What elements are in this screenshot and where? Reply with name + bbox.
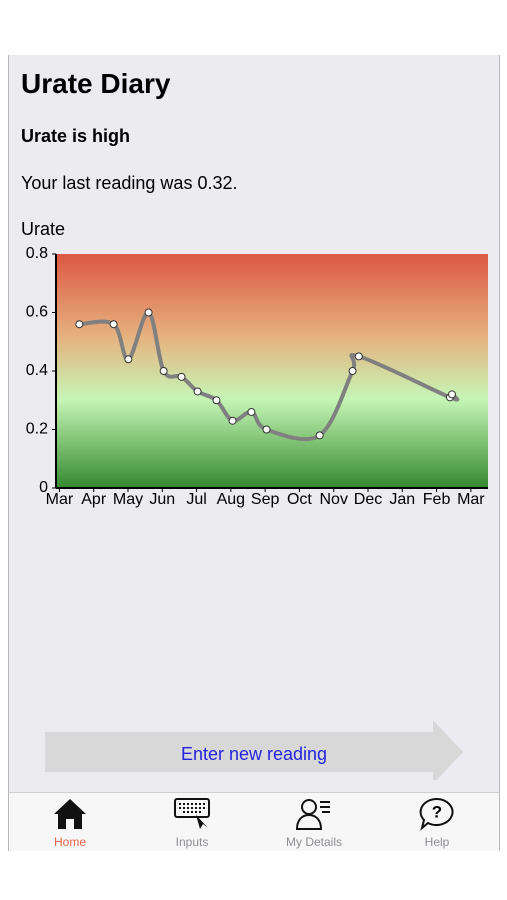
x-tick-label: Oct: [287, 491, 312, 508]
y-tick-label: 0.4: [26, 362, 48, 379]
status: Urate is high: [21, 126, 131, 146]
y-tick-label: 0.2: [26, 421, 48, 438]
tab-inputs[interactable]: Inputs: [142, 793, 242, 851]
point: [448, 390, 456, 399]
tab-details[interactable]: My Details: [264, 793, 364, 851]
plot-background: [56, 254, 488, 488]
svg-text:?: ?: [432, 802, 442, 821]
x-tick-label: Jan: [389, 491, 415, 508]
x-tick-label: Mar: [457, 491, 485, 508]
point: [228, 416, 237, 425]
point: [177, 372, 186, 381]
button-label[interactable]: Enter new reading: [181, 744, 327, 764]
x-tick-label: Nov: [319, 491, 347, 508]
point: [144, 308, 153, 317]
tab-home[interactable]: Home: [20, 793, 120, 851]
y-tick-label: 0.8: [26, 245, 48, 262]
keyboard-icon: [174, 798, 210, 829]
x-tick-label: Apr: [81, 491, 107, 508]
line: [79, 310, 460, 442]
point: [315, 431, 324, 440]
last-reading: Your last reading was 0.32.: [21, 173, 238, 193]
x-tick-label: Sep: [251, 491, 280, 508]
point: [109, 320, 118, 329]
chart: Urate 0 0.2 0.4 0.6 0.8 Mar Apr May Jun Jul Aug Sep…: [21, 219, 488, 508]
y-tick-label: 0: [39, 479, 48, 496]
home-icon: [54, 799, 86, 829]
point: [75, 320, 84, 329]
enter-reading-button[interactable]: Enter new reading: [45, 720, 475, 780]
y-tick-label: 0.6: [26, 304, 48, 321]
help-icon: ?: [419, 797, 454, 831]
point: [247, 407, 256, 416]
point: [212, 396, 221, 405]
x-tick-label: Feb: [423, 491, 451, 508]
point: [348, 367, 357, 375]
x-tick-label: May: [113, 491, 143, 508]
x-tick-label: Aug: [217, 491, 245, 508]
y-axis-label: Urate: [21, 219, 65, 239]
tab-label[interactable]: Inputs: [175, 835, 209, 849]
tab-label[interactable]: Help: [424, 835, 450, 849]
point: [159, 367, 168, 375]
app-screen: Urate Diary Urate is high Your last read…: [8, 55, 500, 851]
tab-label[interactable]: Home: [53, 835, 86, 849]
tab-help[interactable]: ? Help: [387, 793, 487, 851]
point: [354, 352, 363, 361]
point: [193, 387, 202, 396]
title: Urate Diary: [21, 68, 171, 99]
x-tick-label: Jun: [149, 491, 175, 508]
tab-bar: Home Inputs My Details ? Help: [9, 792, 499, 851]
x-tick-label: Mar: [46, 491, 74, 508]
tab-label[interactable]: My Details: [285, 835, 342, 849]
point: [262, 425, 271, 434]
x-tick-label: Dec: [354, 491, 382, 508]
point: [124, 355, 133, 364]
button-shape: [45, 720, 463, 780]
x-tick-label: Jul: [186, 491, 206, 508]
person-icon: [296, 799, 330, 830]
